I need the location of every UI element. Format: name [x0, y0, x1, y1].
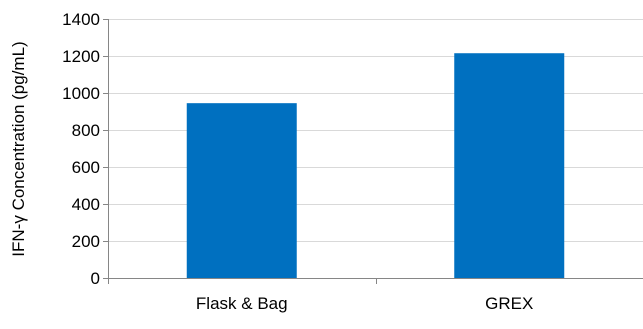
y-tick-label: 1200 [62, 47, 100, 66]
x-tick-label: GREX [485, 294, 533, 313]
y-tick-label: 1400 [62, 10, 100, 29]
x-tick-labels: Flask & Bag GREX [196, 294, 533, 313]
y-tick-label: 1000 [62, 84, 100, 103]
y-tick-label: 800 [72, 121, 100, 140]
y-tick-label: 400 [72, 195, 100, 214]
bars [186, 53, 565, 278]
y-tick-labels: 0 200 400 600 800 1000 1200 1400 [62, 10, 100, 288]
bar [186, 103, 297, 278]
y-axis-label: IFN-γ Concentration (pg/mL) [9, 41, 28, 256]
y-tick-label: 200 [72, 232, 100, 251]
axes [103, 19, 643, 284]
x-tick-label: Flask & Bag [196, 294, 288, 313]
y-tick-label: 0 [91, 269, 100, 288]
y-tick-label: 600 [72, 158, 100, 177]
bar [454, 53, 565, 278]
